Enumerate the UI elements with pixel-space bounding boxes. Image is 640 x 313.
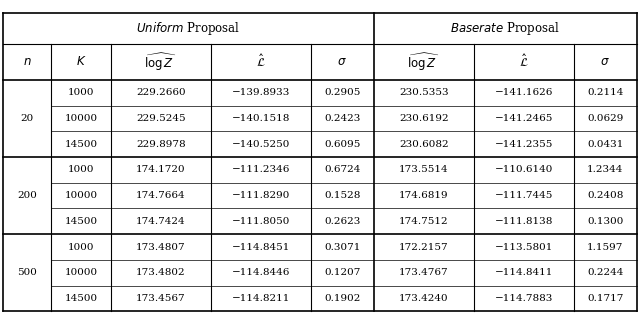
Text: −114.7883: −114.7883 [495,294,553,303]
Text: $K$: $K$ [76,55,86,68]
Text: 0.1717: 0.1717 [587,294,623,303]
Text: −141.2355: −141.2355 [495,140,553,149]
Text: 0.2623: 0.2623 [324,217,360,226]
Text: $\mathit{Baserate}$ Proposal: $\mathit{Baserate}$ Proposal [451,20,560,37]
Text: 0.2114: 0.2114 [587,88,623,97]
Text: −111.8290: −111.8290 [232,191,290,200]
Text: −141.1626: −141.1626 [495,88,553,97]
Text: 1000: 1000 [68,88,94,97]
Text: 174.6819: 174.6819 [399,191,449,200]
Text: −141.2465: −141.2465 [495,114,553,123]
Text: 174.7512: 174.7512 [399,217,449,226]
Text: −111.8050: −111.8050 [232,217,290,226]
Text: 1.1597: 1.1597 [587,243,623,252]
Text: 200: 200 [17,191,37,200]
Text: −114.8451: −114.8451 [232,243,290,252]
Text: 0.1902: 0.1902 [324,294,360,303]
Text: $\widehat{\log Z}$: $\widehat{\log Z}$ [144,51,177,73]
Text: 0.6724: 0.6724 [324,165,360,174]
Text: 14500: 14500 [65,140,97,149]
Text: $\hat{\mathcal{L}}$: $\hat{\mathcal{L}}$ [256,53,266,70]
Text: 230.5353: 230.5353 [399,88,449,97]
Text: −114.8411: −114.8411 [495,268,553,277]
Text: 173.4240: 173.4240 [399,294,449,303]
Text: 0.3071: 0.3071 [324,243,360,252]
Text: −114.8446: −114.8446 [232,268,290,277]
Text: 0.1300: 0.1300 [587,217,623,226]
Text: 174.7424: 174.7424 [136,217,186,226]
Text: −111.2346: −111.2346 [232,165,290,174]
Text: 20: 20 [20,114,34,123]
Text: 10000: 10000 [65,191,97,200]
Text: 173.4802: 173.4802 [136,268,186,277]
Text: 173.4567: 173.4567 [136,294,186,303]
Text: 0.0431: 0.0431 [587,140,623,149]
Text: 0.2423: 0.2423 [324,114,360,123]
Text: 10000: 10000 [65,268,97,277]
Text: 174.7664: 174.7664 [136,191,186,200]
Text: 173.5514: 173.5514 [399,165,449,174]
Text: 0.2408: 0.2408 [587,191,623,200]
Text: −111.7445: −111.7445 [495,191,553,200]
Text: 1.2344: 1.2344 [587,165,623,174]
Text: $\hat{\mathcal{L}}$: $\hat{\mathcal{L}}$ [519,53,529,70]
Text: −140.1518: −140.1518 [232,114,290,123]
Text: 0.2905: 0.2905 [324,88,360,97]
Text: 0.6095: 0.6095 [324,140,360,149]
Text: 0.2244: 0.2244 [587,268,623,277]
Text: $\sigma$: $\sigma$ [600,55,610,68]
Text: 0.1528: 0.1528 [324,191,360,200]
Text: $\sigma$: $\sigma$ [337,55,347,68]
Text: −113.5801: −113.5801 [495,243,553,252]
Text: 14500: 14500 [65,294,97,303]
Text: 0.1207: 0.1207 [324,268,360,277]
Text: $n$: $n$ [23,55,31,68]
Text: −110.6140: −110.6140 [495,165,553,174]
Text: −139.8933: −139.8933 [232,88,290,97]
Text: −114.8211: −114.8211 [232,294,290,303]
Text: 500: 500 [17,268,37,277]
Text: 173.4767: 173.4767 [399,268,449,277]
Text: 10000: 10000 [65,114,97,123]
Text: −111.8138: −111.8138 [495,217,553,226]
Text: 0.0629: 0.0629 [587,114,623,123]
Text: 1000: 1000 [68,165,94,174]
Text: −140.5250: −140.5250 [232,140,290,149]
Text: 230.6192: 230.6192 [399,114,449,123]
Text: $\widehat{\log Z}$: $\widehat{\log Z}$ [407,51,440,73]
Text: 14500: 14500 [65,217,97,226]
Text: $\mathit{Uniform}$ Proposal: $\mathit{Uniform}$ Proposal [136,20,241,37]
Text: 229.2660: 229.2660 [136,88,186,97]
Text: 229.8978: 229.8978 [136,140,186,149]
Text: 229.5245: 229.5245 [136,114,186,123]
Text: 230.6082: 230.6082 [399,140,449,149]
Text: 172.2157: 172.2157 [399,243,449,252]
Text: 174.1720: 174.1720 [136,165,186,174]
Text: 173.4807: 173.4807 [136,243,186,252]
Text: 1000: 1000 [68,243,94,252]
